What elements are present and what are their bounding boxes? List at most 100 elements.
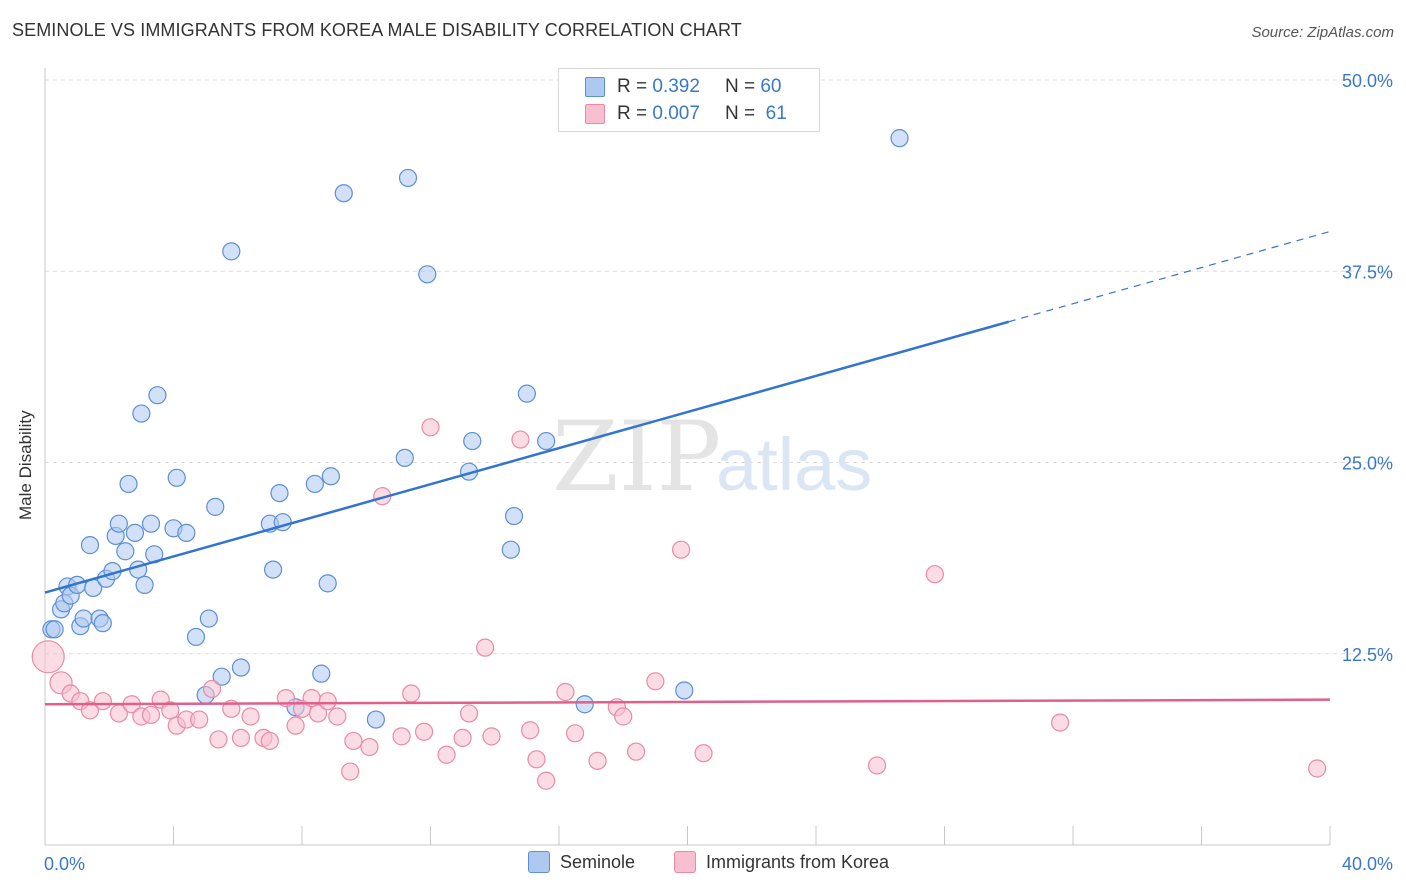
data-points xyxy=(31,129,1327,790)
data-point xyxy=(119,474,138,494)
data-point xyxy=(260,731,279,751)
data-point xyxy=(588,751,607,770)
data-point xyxy=(334,184,353,203)
trend-lines xyxy=(44,230,1331,706)
data-point xyxy=(93,614,112,633)
data-point xyxy=(437,745,456,764)
data-point xyxy=(517,384,536,403)
chart-title: SEMINOLE VS IMMIGRANTS FROM KOREA MALE D… xyxy=(12,20,742,40)
data-point xyxy=(421,418,440,437)
data-point xyxy=(414,722,434,741)
data-point xyxy=(392,727,411,746)
data-point xyxy=(305,474,324,494)
data-point xyxy=(80,701,100,720)
data-point xyxy=(80,536,100,555)
y-tick-label: 25.0% xyxy=(1342,454,1393,474)
n-label: N = xyxy=(724,103,756,124)
n-label: N = xyxy=(724,76,756,97)
y-tick-label: 37.5% xyxy=(1342,262,1393,282)
data-point xyxy=(209,730,228,749)
data-point xyxy=(890,129,909,148)
seminole-legend-swatch xyxy=(528,851,550,873)
data-point xyxy=(186,627,206,647)
source-label: Source: ZipAtlas.com xyxy=(1251,24,1394,41)
data-point xyxy=(241,707,260,726)
data-point xyxy=(321,467,341,486)
trend-line xyxy=(44,698,1331,706)
data-point xyxy=(318,692,337,711)
data-point xyxy=(527,750,546,769)
data-point xyxy=(626,742,646,761)
data-point xyxy=(341,762,360,781)
data-point xyxy=(463,431,482,451)
data-point xyxy=(694,744,713,763)
data-point xyxy=(206,497,225,516)
data-point xyxy=(344,731,363,751)
data-point xyxy=(132,404,151,423)
data-point xyxy=(556,682,575,702)
data-point xyxy=(270,484,289,503)
stats-legend-row-seminole: R = 0.392 N = 60 xyxy=(585,74,781,100)
legend-item-korea: Immigrants from Korea xyxy=(674,851,889,873)
watermark-zip: ZIP xyxy=(552,401,721,513)
watermark-atlas: atlas xyxy=(716,423,872,506)
data-point xyxy=(231,728,251,748)
data-point xyxy=(520,721,540,740)
data-point xyxy=(222,242,241,261)
data-point xyxy=(537,771,556,790)
data-point xyxy=(199,609,218,628)
korea-swatch xyxy=(585,104,605,124)
seminole-legend-label: Seminole xyxy=(560,851,636,872)
data-point xyxy=(135,575,154,595)
data-point xyxy=(93,692,112,711)
data-point xyxy=(109,514,128,533)
data-point xyxy=(1308,759,1327,778)
data-point xyxy=(231,658,251,677)
axes xyxy=(44,68,1331,846)
x-tick-label: 0.0% xyxy=(44,854,85,874)
data-point xyxy=(148,386,167,405)
r-label: R = xyxy=(617,76,648,97)
data-point xyxy=(867,756,887,775)
data-point xyxy=(476,638,495,657)
data-point xyxy=(74,609,93,628)
data-point xyxy=(161,701,180,720)
data-point xyxy=(482,727,501,746)
y-tick-label: 12.5% xyxy=(1342,645,1393,665)
data-point xyxy=(116,542,135,561)
grid-lines xyxy=(45,79,1392,655)
tick-labels: 12.5% 25.0% 37.5% 50.0% 0.0% 40.0% xyxy=(44,71,1393,874)
n-value: 61 xyxy=(765,103,787,124)
data-point xyxy=(312,664,331,683)
data-point xyxy=(31,640,65,674)
data-point xyxy=(202,679,222,699)
data-point xyxy=(646,672,665,691)
seminole-swatch xyxy=(585,77,605,97)
legend-item-seminole: Seminole xyxy=(528,851,635,873)
data-point xyxy=(190,710,209,729)
data-point xyxy=(418,265,437,284)
data-point xyxy=(212,667,231,686)
korea-legend-label: Immigrants from Korea xyxy=(706,851,890,872)
data-point xyxy=(360,737,379,757)
data-point xyxy=(565,724,585,743)
data-point xyxy=(263,560,283,579)
data-point xyxy=(286,716,305,735)
korea-legend-swatch xyxy=(674,851,696,873)
data-point xyxy=(141,705,161,725)
data-point xyxy=(671,540,691,559)
data-point xyxy=(328,707,347,726)
watermark: ZIP atlas xyxy=(552,401,872,513)
data-point xyxy=(308,704,328,723)
data-point xyxy=(167,468,186,487)
y-tick-label: 50.0% xyxy=(1342,71,1393,91)
data-point xyxy=(504,506,524,526)
data-point xyxy=(125,523,145,542)
x-tick-label: 40.0% xyxy=(1342,854,1393,874)
data-point xyxy=(366,710,385,729)
data-point xyxy=(395,448,414,468)
r-value: 0.007 xyxy=(652,103,700,124)
data-point xyxy=(402,684,421,703)
stats-legend: R = 0.392 N = 60 R = 0.007 N = 61 xyxy=(558,68,820,132)
